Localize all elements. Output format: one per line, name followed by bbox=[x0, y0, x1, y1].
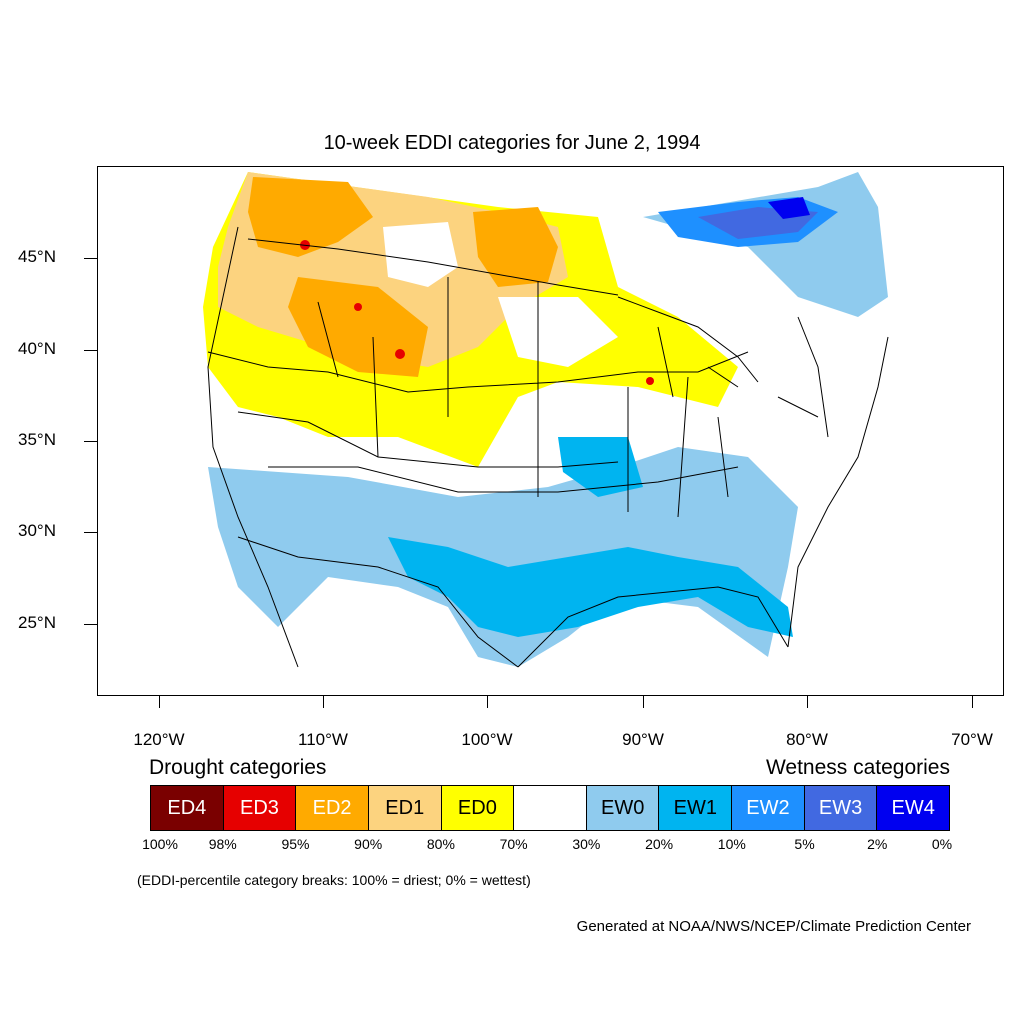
us-canada-border bbox=[247, 238, 619, 296]
legend-box-ed1: ED1 bbox=[368, 786, 442, 830]
legend-box-neutral bbox=[514, 786, 587, 830]
map-canvas bbox=[203, 172, 889, 692]
percentile-label: 95% bbox=[281, 836, 310, 852]
ew1-region-east bbox=[558, 437, 643, 497]
ew4-region bbox=[768, 197, 810, 219]
percentile-label: 30% bbox=[572, 836, 601, 852]
percentile-label: 5% bbox=[794, 836, 815, 852]
legend-box-ew4: EW4 bbox=[877, 786, 950, 830]
lat-tick bbox=[84, 441, 97, 442]
ed3-spot bbox=[395, 349, 405, 359]
percentile-label: 0% bbox=[931, 836, 953, 852]
ew0-region-southwest bbox=[208, 447, 798, 667]
ed3-spot bbox=[646, 377, 654, 385]
lat-tick bbox=[84, 258, 97, 259]
lon-label: 110°W bbox=[298, 730, 348, 749]
lat-label: 35°N bbox=[18, 430, 56, 449]
lon-tick bbox=[643, 696, 644, 708]
credit-line: Generated at NOAA/NWS/NCEP/Climate Predi… bbox=[576, 918, 971, 935]
lon-label: 90°W bbox=[622, 730, 664, 749]
ed2-region-northwest bbox=[248, 177, 373, 257]
lon-label: 70°W bbox=[951, 730, 993, 749]
ed3-spot bbox=[354, 303, 362, 311]
legend-box-ed0: ED0 bbox=[441, 786, 515, 830]
lon-label: 120°W bbox=[133, 730, 185, 749]
percentile-label: 2% bbox=[867, 836, 888, 852]
lon-tick bbox=[159, 696, 160, 708]
great-lakes bbox=[617, 296, 759, 398]
lat-label: 25°N bbox=[18, 613, 56, 632]
percentile-label: 70% bbox=[499, 836, 528, 852]
east-coast bbox=[787, 336, 889, 648]
lon-tick bbox=[972, 696, 973, 708]
lat-label: 45°N bbox=[18, 247, 56, 266]
percentile-label: 80% bbox=[426, 836, 455, 852]
lat-tick bbox=[84, 532, 97, 533]
lat-label: 30°N bbox=[18, 521, 56, 540]
category-note: (EDDI-percentile category breaks: 100% =… bbox=[137, 872, 531, 888]
lat-tick bbox=[84, 624, 97, 625]
legend-box-ew1: EW1 bbox=[659, 786, 733, 830]
lon-tick bbox=[807, 696, 808, 708]
boundaries bbox=[207, 226, 889, 668]
lon-tick bbox=[323, 696, 324, 708]
percentile-label: 90% bbox=[354, 836, 383, 852]
wetness-heading: Wetness categories bbox=[765, 756, 950, 779]
lon-label: 80°W bbox=[786, 730, 828, 749]
percentile-label: 10% bbox=[717, 836, 746, 852]
ew1-region bbox=[388, 537, 793, 637]
legend-box-ed3: ED3 bbox=[223, 786, 297, 830]
legend-box-ew2: EW2 bbox=[732, 786, 805, 830]
category-regions bbox=[203, 172, 888, 692]
legend-box-ew3: EW3 bbox=[804, 786, 878, 830]
ed2-region-wyoming bbox=[288, 277, 428, 377]
legend-colorbar: ED4 ED3 ED2 ED1 ED0 EW0 EW1 EW2 EW3 EW4 bbox=[150, 785, 950, 831]
ed2-region-dakota bbox=[473, 207, 558, 287]
white-patch bbox=[498, 297, 618, 367]
lon-label: 100°W bbox=[461, 730, 513, 749]
percentile-label: 98% bbox=[208, 836, 237, 852]
white-patch bbox=[383, 222, 458, 287]
percentile-label: 20% bbox=[645, 836, 674, 852]
white-patch bbox=[328, 587, 468, 692]
drought-heading: Drought categories bbox=[149, 756, 327, 779]
eddi-map bbox=[97, 166, 1004, 696]
legend-box-ed4: ED4 bbox=[151, 786, 224, 830]
map-title: 10-week EDDI categories for June 2, 1994 bbox=[323, 132, 701, 154]
lat-tick bbox=[84, 350, 97, 351]
legend-box-ew0: EW0 bbox=[586, 786, 660, 830]
us-mexico-border bbox=[237, 536, 519, 668]
percentile-label: 100% bbox=[142, 836, 178, 852]
lon-tick bbox=[487, 696, 488, 708]
state-lines bbox=[207, 277, 829, 518]
gulf-coast bbox=[517, 586, 789, 668]
lat-label: 40°N bbox=[18, 339, 56, 358]
west-coast bbox=[207, 226, 299, 668]
legend-box-ed2: ED2 bbox=[296, 786, 369, 830]
